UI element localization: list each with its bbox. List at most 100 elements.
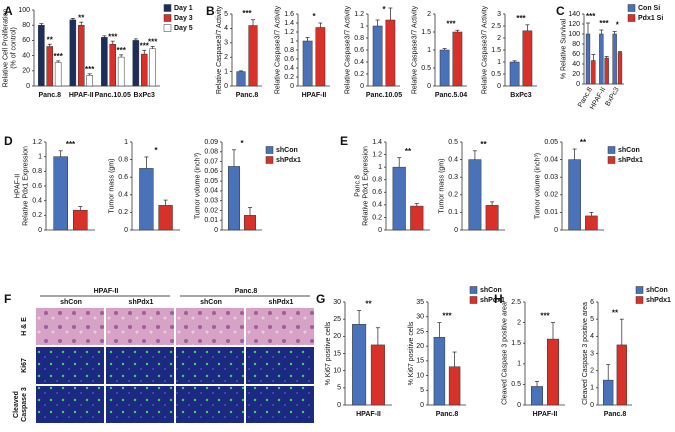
y-axis-label: Cleaved Caspase 3 positive area	[582, 302, 589, 405]
y-tick-label: 0.04	[544, 156, 558, 163]
y-tick-label: 0.04	[204, 188, 218, 195]
panel-letter: D	[4, 134, 13, 148]
bar	[53, 156, 69, 231]
bar	[315, 27, 326, 87]
legend-label: shCon	[276, 147, 298, 154]
y-tick-label: 0	[590, 402, 594, 409]
legend-label: Day 1	[174, 5, 193, 12]
bar	[522, 30, 533, 87]
error-bar	[144, 156, 149, 169]
micrograph	[176, 308, 244, 345]
x-tick-label: HPAF-II	[356, 411, 381, 418]
y-axis-label: Relative Caspase3/7 Activity	[481, 5, 488, 94]
bar	[604, 57, 609, 85]
y-axis-label: Tumor volume (inch³)	[535, 153, 542, 219]
y-tick-label: 0	[290, 83, 294, 90]
legend-swatch	[265, 146, 274, 154]
legend-label: Day 3	[174, 15, 193, 22]
legend-swatch	[607, 156, 616, 164]
y-tick-label: 0.6	[118, 174, 128, 181]
y-tick-label: 1	[290, 38, 294, 45]
y-tick-label: 0.03	[204, 198, 218, 205]
significance: **	[580, 138, 587, 147]
x-tick-label: Panc.8	[38, 92, 61, 99]
error-bar	[589, 212, 594, 216]
micrograph	[246, 347, 314, 384]
error-bar	[604, 56, 609, 58]
error-bar	[239, 70, 243, 72]
row-label: Caspase 3	[21, 387, 28, 422]
y-tick-label: 0	[576, 81, 580, 88]
y-axis-label: Relative Caspase3/7 Activity	[216, 5, 223, 94]
error-bar	[305, 37, 310, 41]
bar	[109, 43, 117, 87]
y-axis-label: Tumor mass (gm)	[108, 159, 115, 214]
significance: ***	[599, 19, 609, 28]
x-tick-label: Panc.10.05	[366, 92, 402, 99]
y-tick-label: 6	[590, 299, 594, 306]
y-tick-label: 0.2	[32, 212, 42, 219]
y-axis-label: % Relative Survival	[560, 18, 567, 79]
y-tick-label: 2	[590, 368, 594, 375]
bar	[352, 324, 367, 406]
micrograph	[106, 386, 174, 423]
error-bar	[397, 157, 402, 168]
column-label: shCon	[200, 299, 222, 306]
y-tick-label: 0	[554, 227, 558, 234]
panel-letter: A	[4, 4, 13, 18]
y-tick-label: 0	[360, 83, 364, 90]
y-tick-label: 1	[38, 154, 42, 161]
y-axis-label: Tumor volume (inch³)	[195, 153, 202, 219]
y-tick-label: 120	[568, 21, 580, 28]
panel-letter: E	[340, 134, 348, 148]
y-tick-label: 1.2	[284, 29, 294, 36]
y-tick-label: 30	[333, 299, 341, 306]
y-tick-label: 5	[224, 11, 228, 18]
y-tick-label: 3	[497, 11, 501, 18]
micrograph	[246, 386, 314, 423]
row-label: Ki67	[21, 358, 28, 373]
error-bar	[150, 46, 155, 49]
row-label: Cleaved	[13, 391, 20, 418]
y-tick-label: 2.5	[511, 299, 521, 306]
y-tick-label: 2.5	[491, 23, 501, 30]
y-tick-label: 2	[427, 11, 431, 18]
bar	[236, 71, 246, 87]
y-tick-label: 0.8	[118, 156, 128, 163]
significance: ***	[516, 14, 526, 23]
significance: **	[480, 140, 487, 149]
bar	[612, 33, 617, 85]
bar	[616, 344, 627, 406]
panel-letter: C	[556, 4, 565, 18]
error-bar	[248, 207, 252, 216]
bar	[392, 166, 406, 231]
legend-swatch	[469, 286, 478, 294]
error-bar	[47, 43, 52, 47]
legend-label: shCon	[480, 287, 502, 294]
x-tick-label: HPAF-II	[302, 92, 327, 99]
legend-swatch	[265, 156, 274, 164]
row-label: H & E	[21, 317, 28, 336]
panel-letter: H	[494, 292, 503, 306]
significance: ***	[446, 19, 456, 28]
y-tick-label: 1.5	[421, 29, 431, 36]
bar	[140, 53, 148, 87]
error-bar	[572, 148, 577, 160]
column-label: shCon	[60, 299, 82, 306]
y-tick-label: 0	[427, 83, 431, 90]
error-bar	[490, 201, 495, 206]
bar	[77, 24, 85, 87]
legend-swatch	[627, 14, 636, 22]
significance: ***	[442, 312, 452, 321]
bar	[117, 56, 125, 87]
y-tick-label: 0.8	[284, 47, 294, 54]
y-tick-label: 0	[26, 83, 30, 90]
significance: *	[616, 21, 620, 30]
error-bar	[39, 23, 44, 26]
bar	[370, 344, 385, 406]
micrograph	[36, 308, 104, 345]
significance: *	[382, 5, 386, 14]
legend-label: Day 5	[174, 25, 193, 32]
y-axis-label: Relative Caspase3/7 Activity	[411, 5, 418, 94]
